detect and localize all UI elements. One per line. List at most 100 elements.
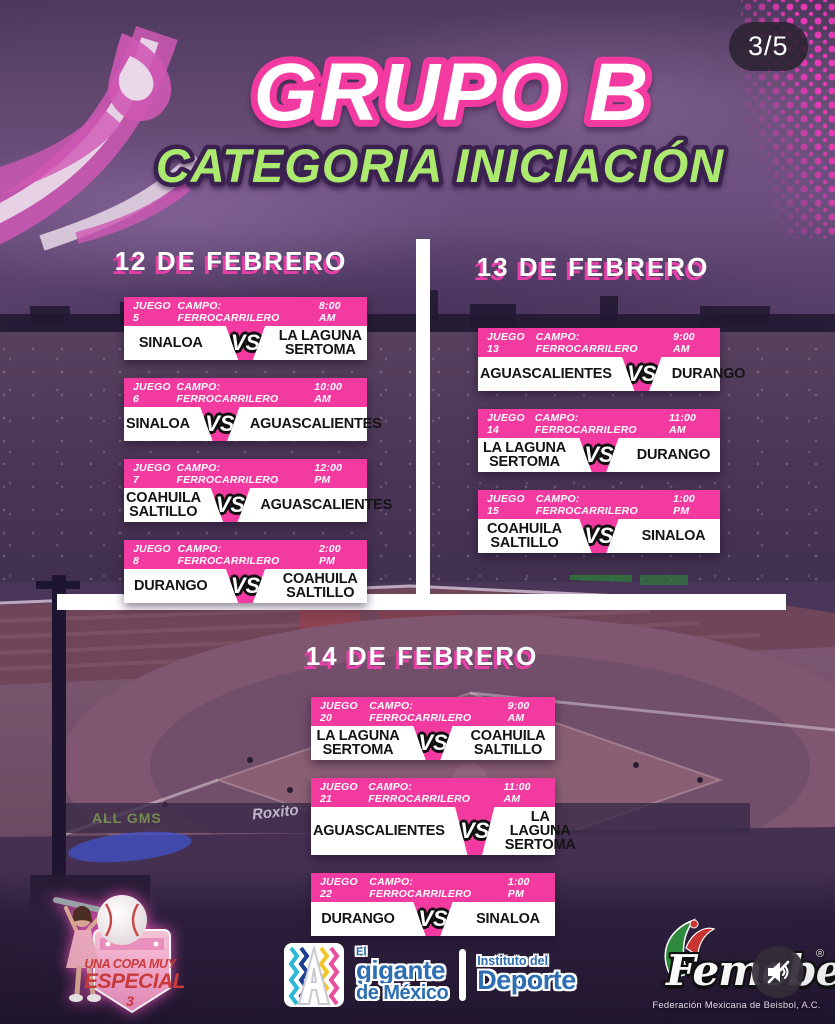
gigante-name: gigante [356, 954, 445, 985]
femebe-batter-icon [664, 918, 716, 979]
team-away: DURANGO [671, 366, 746, 382]
vs-label: VS [215, 492, 246, 517]
vs-badge: VS [413, 902, 453, 936]
match-card: JUEGO 8 CAMPO: FERROCARRILERO 2:00 PM DU… [124, 540, 367, 603]
game-field: CAMPO: FERROCARRILERO [368, 781, 471, 805]
vs-badge: VS [413, 726, 453, 760]
logo-divider [459, 949, 467, 1001]
match-card: JUEGO 7 CAMPO: FERROCARRILERO 12:00 PM C… [124, 459, 392, 522]
team-home: DURANGO [321, 911, 395, 927]
match-card-body: SINALOA VS AGUASCALIENTES [124, 407, 382, 441]
svg-text:CATEGORIA INICIACIÓN: CATEGORIA INICIACIÓN [156, 139, 724, 192]
vs-label: VS [205, 411, 235, 436]
match-card-header: JUEGO 8 CAMPO: FERROCARRILERO 2:00 PM [124, 540, 367, 569]
game-field: CAMPO: FERROCARRILERO [176, 462, 279, 486]
vs-label: VS [627, 361, 657, 386]
game-time: 2:00 PM [318, 543, 341, 567]
billboard-text: ALL GMS [92, 810, 162, 826]
cup-badge-art [53, 895, 171, 1014]
game-number: JUEGO 6 [133, 381, 171, 405]
team-mascot-logo [0, 25, 203, 251]
game-field: CAMPO: FERROCARRILERO [177, 300, 280, 324]
game-number: JUEGO 22 [320, 876, 358, 900]
match-card: JUEGO 14 CAMPO: FERROCARRILERO 11:00 AM … [478, 409, 720, 472]
match-card-body: COAHUILA SALTILLO VS AGUASCALIENTES [124, 488, 392, 522]
game-field: CAMPO: FERROCARRILERO [369, 700, 472, 724]
team-away: COAHUILA SALTILLO [282, 571, 358, 601]
match-card: JUEGO 15 CAMPO: FERROCARRILERO 1:00 PM C… [478, 490, 720, 553]
team-home: AGUASCALIENTES [480, 366, 612, 382]
match-card: JUEGO 6 CAMPO: FERROCARRILERO 10:00 AM S… [124, 378, 382, 441]
match-card-header: JUEGO 22 CAMPO: FERROCARRILERO 1:00 PM [311, 873, 555, 902]
game-time: 1:00 PM [673, 493, 695, 517]
match-card-header: JUEGO 21 CAMPO: FERROCARRILERO 11:00 AM [311, 778, 555, 807]
vs-label: VS [584, 523, 614, 548]
mute-button[interactable] [752, 946, 804, 998]
match-card-header: JUEGO 15 CAMPO: FERROCARRILERO 1:00 PM [478, 490, 720, 519]
match-card: JUEGO 22 CAMPO: FERROCARRILERO 1:00 PM D… [311, 873, 555, 936]
femebe-logo: Femebe ® Federación Mexicana de Beisbol,… [638, 912, 835, 1022]
vertical-divider [416, 239, 430, 595]
game-number: JUEGO 5 [133, 300, 171, 324]
match-card-body: LA LAGUNA SERTOMA VS DURANGO [478, 438, 720, 472]
match-card-body: DURANGO VS SINALOA [311, 902, 555, 936]
date-heading-14-feb: 14 DE FEBRERO [305, 641, 539, 671]
carousel-page-indicator: 3/5 [729, 22, 808, 71]
game-number: JUEGO 20 [320, 700, 358, 724]
cup-badge-line1: UNA COPA MUY [84, 957, 176, 971]
match-card-body: DURANGO VS COAHUILA SALTILLO [124, 569, 367, 603]
cup-especial-badge: UNA COPA MUY ESPECIAL 3 [48, 892, 198, 1024]
match-card-body: SINALOA VS LA LAGUNA SERTOMA [124, 326, 367, 360]
game-field: CAMPO: FERROCARRILERO [534, 412, 637, 436]
vs-badge: VS [210, 488, 250, 522]
game-time: 9:00 AM [507, 700, 530, 724]
game-number: JUEGO 7 [133, 462, 171, 486]
match-card: JUEGO 20 CAMPO: FERROCARRILERO 9:00 AM L… [311, 697, 555, 760]
game-number: JUEGO 14 [487, 412, 525, 436]
game-number: JUEGO 13 [487, 331, 525, 355]
gigante-mexico: de México [356, 981, 449, 1004]
match-card-body: COAHUILA SALTILLO VS SINALOA [478, 519, 720, 553]
vs-label: VS [584, 442, 614, 467]
team-home: LA LAGUNA SERTOMA [316, 728, 400, 758]
game-time: 9:00 AM [672, 331, 695, 355]
page-title: GRUPO B [247, 40, 656, 145]
team-home: LA LAGUNA SERTOMA [482, 440, 567, 470]
team-home: SINALOA [138, 335, 203, 351]
team-away: AGUASCALIENTES [260, 497, 393, 513]
vs-badge: VS [579, 519, 619, 553]
game-time: 12:00 PM [314, 462, 343, 486]
team-home: SINALOA [126, 416, 190, 432]
game-field: CAMPO: FERROCARRILERO [176, 381, 279, 405]
team-away: DURANGO [636, 447, 711, 463]
game-time: 1:00 PM [507, 876, 530, 900]
vs-label: VS [418, 730, 448, 755]
date-heading-12-feb: 12 DE FEBRERO [114, 246, 348, 276]
vs-badge: VS [200, 407, 240, 441]
match-card-header: JUEGO 7 CAMPO: FERROCARRILERO 12:00 PM [124, 459, 367, 488]
aguascalientes-a-icon [284, 943, 344, 1007]
team-home: COAHUILA SALTILLO [487, 521, 562, 551]
team-home: COAHUILA SALTILLO [126, 490, 201, 520]
vs-badge: VS [622, 357, 662, 391]
page-subtitle: CATEGORIA INICIACIÓN [151, 135, 727, 197]
game-time: 11:00 AM [503, 781, 531, 805]
team-away: SINALOA [641, 528, 706, 544]
gigante-logo-text: El gigante de México [356, 947, 449, 1004]
match-card-body: LA LAGUNA SERTOMA VS COAHUILA SALTILLO [311, 726, 555, 760]
vs-badge: VS [225, 569, 266, 603]
game-number: JUEGO 8 [133, 543, 171, 567]
game-time: 11:00 AM [669, 412, 697, 436]
game-field: CAMPO: FERROCARRILERO [535, 331, 638, 355]
svg-text:GRUPO B: GRUPO B [254, 47, 651, 138]
vs-label: VS [230, 330, 261, 355]
team-away: LA LAGUNA SERTOMA [504, 809, 576, 853]
match-card-header: JUEGO 14 CAMPO: FERROCARRILERO 11:00 AM [478, 409, 720, 438]
muted-speaker-icon [767, 960, 790, 984]
cup-badge-number: 3 [126, 993, 134, 1009]
vs-badge: VS [579, 438, 619, 472]
femebe-wordmark: Femebe [666, 946, 835, 995]
game-field: CAMPO: FERROCARRILERO [177, 543, 280, 567]
match-card: JUEGO 13 CAMPO: FERROCARRILERO 9:00 AM A… [478, 328, 745, 391]
game-number: JUEGO 21 [320, 781, 358, 805]
